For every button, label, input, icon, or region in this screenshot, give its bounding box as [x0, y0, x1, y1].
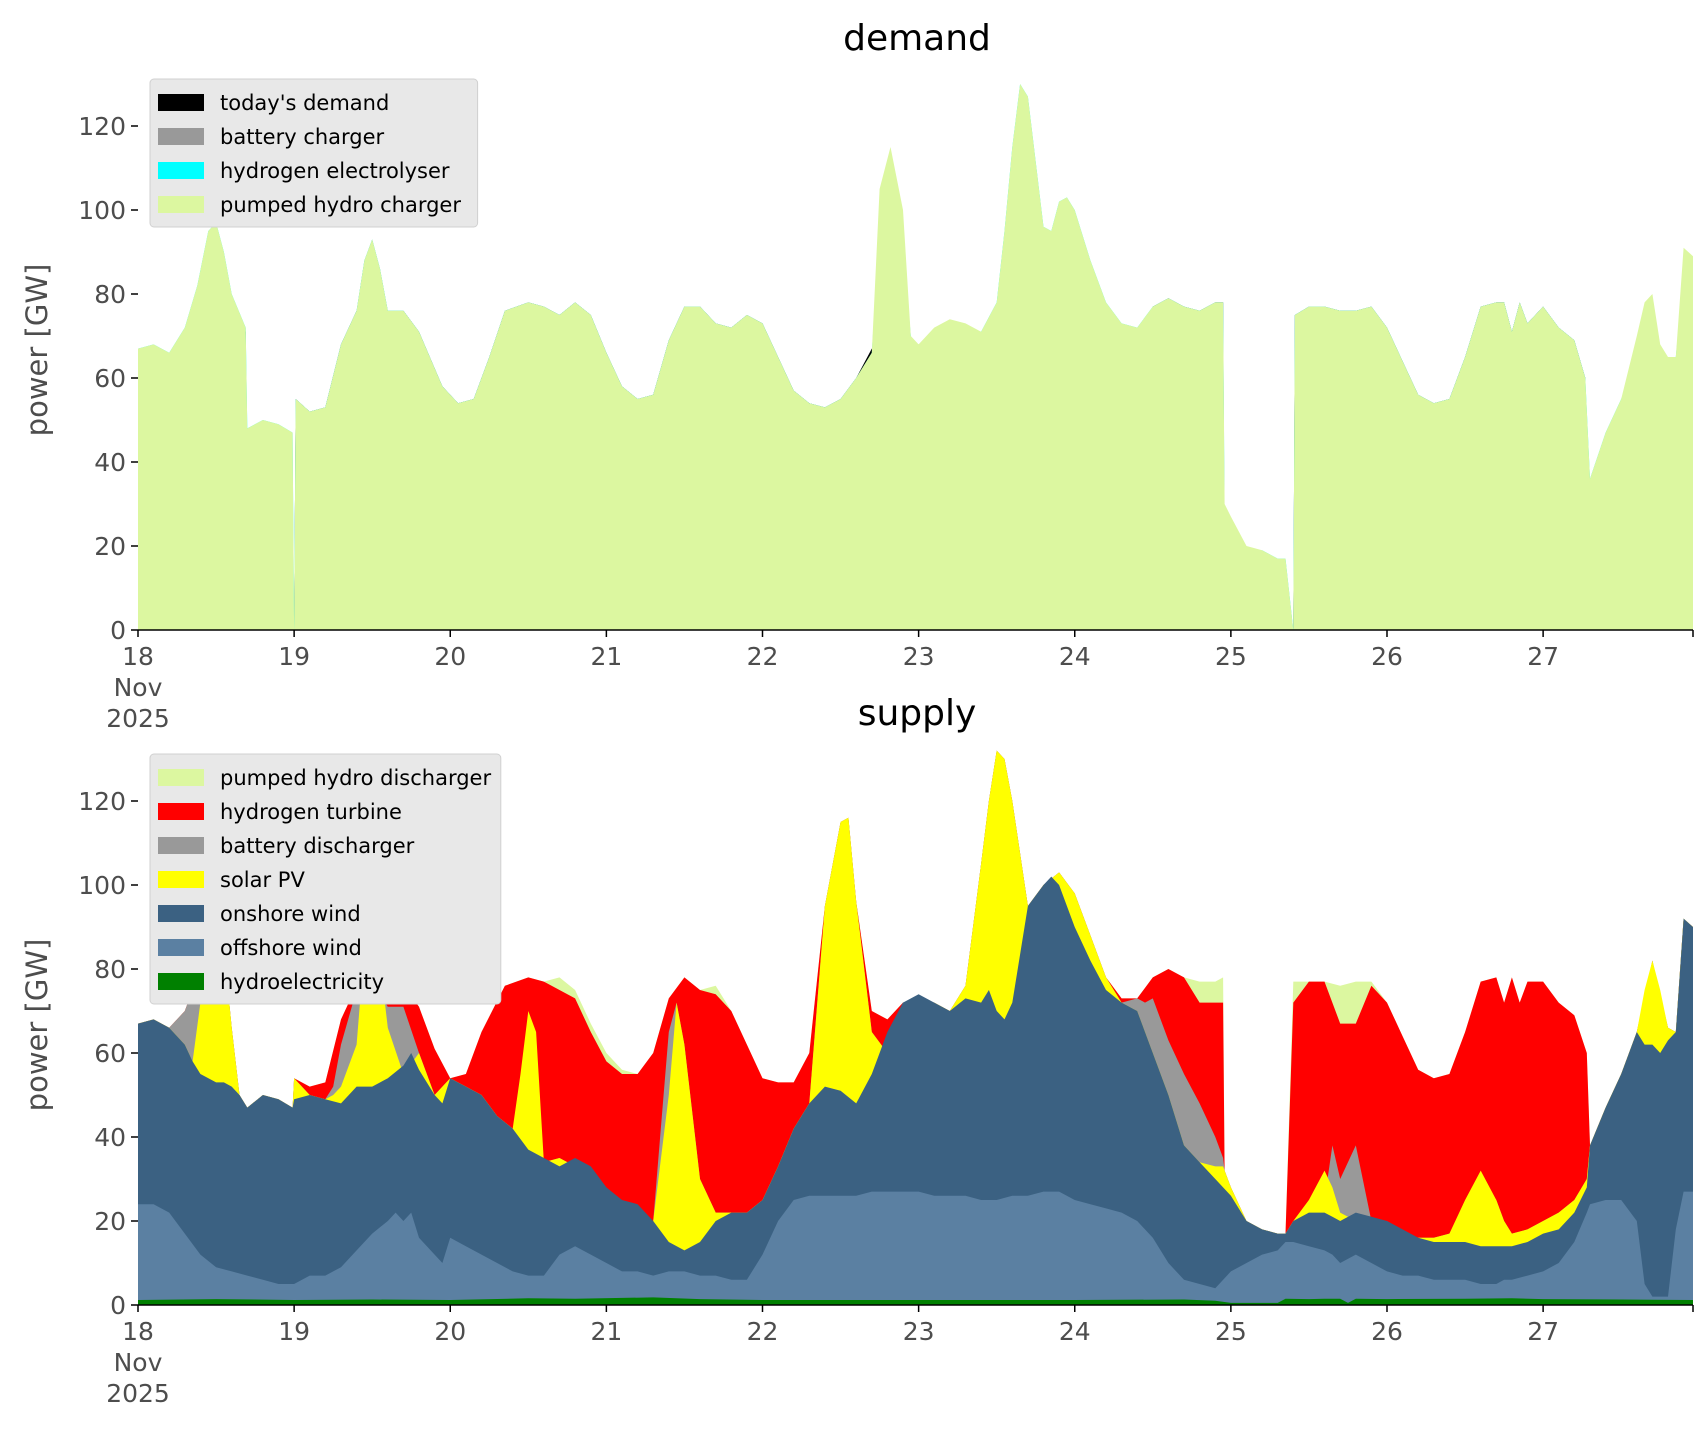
demand-legend-label-hydrogen-electrolyser: hydrogen electrolyser [220, 159, 450, 183]
supply-legend-swatch-pumped-hydro-discharger [158, 769, 204, 786]
supply-x-tick-label: 22 [747, 1317, 779, 1346]
supply-legend-label-hydrogen-turbine: hydrogen turbine [220, 800, 402, 824]
supply-y-axis-label: power [GW] [20, 939, 54, 1112]
demand-y-tick-label: 40 [94, 448, 126, 477]
supply-legend-label-pumped-hydro-discharger: pumped hydro discharger [220, 766, 491, 790]
demand-x-tick-label: 20 [434, 642, 466, 671]
supply-chart-title: supply [858, 693, 977, 734]
supply-y-tick-label: 120 [78, 787, 126, 816]
supply-legend-swatch-onshore-wind [158, 905, 204, 922]
demand-x-tick-label: 18 Nov 2025 [106, 642, 170, 733]
demand-panel: demand 18 Nov 2025 19 20 21 22 23 24 25 26 27 0 20 40 6… [20, 18, 1694, 733]
demand-legend-box [149, 78, 479, 228]
demand-x-tick-label: 24 [1059, 642, 1091, 671]
supply-x-tick-label: 25 [1215, 1317, 1247, 1346]
supply-y-tick-label: 20 [94, 1207, 126, 1236]
supply-legend-box [149, 753, 502, 1005]
demand-chart-title: demand [843, 18, 991, 59]
supply-legend-label-battery-discharger: battery discharger [220, 834, 415, 858]
supply-panel: supply 18 Nov 2025 19 20 21 22 23 24 25 26 27 0 20 40 6… [20, 693, 1694, 1408]
demand-x-tick-label: 23 [903, 642, 935, 671]
supply-legend-swatch-hydroelectricity [158, 973, 204, 990]
supply-y-tick-label: 80 [94, 955, 126, 984]
demand-y-axis-label: power [GW] [20, 264, 54, 437]
demand-legend-label-battery-charger: battery charger [220, 125, 385, 149]
demand-legend-swatch-hydrogen-electrolyser [158, 162, 204, 179]
demand-y-tick-label: 20 [94, 532, 126, 561]
supply-legend: pumped hydro discharger hydrogen turbine b… [149, 753, 502, 1005]
supply-legend-label-offshore-wind: offshore wind [220, 936, 362, 960]
supply-x-tick-label: 23 [903, 1317, 935, 1346]
demand-legend-swatch-battery-charger [158, 128, 204, 145]
supply-areas [138, 750, 1693, 1305]
supply-legend-swatch-battery-discharger [158, 837, 204, 854]
supply-legend-swatch-hydrogen-turbine [158, 803, 204, 820]
demand-legend-label-today-s-demand: today's demand [220, 91, 389, 115]
supply-x-tick-label: 27 [1527, 1317, 1559, 1346]
demand-legend-label-pumped-hydro-charger: pumped hydro charger [220, 193, 461, 217]
supply-y-tick-label: 100 [78, 871, 126, 900]
supply-x-tick-label: 20 [434, 1317, 466, 1346]
supply-y-tick-label: 60 [94, 1039, 126, 1068]
demand-x-tick-label: 22 [747, 642, 779, 671]
demand-area-pumped-hydro-charger [138, 84, 1693, 630]
demand-legend-swatch-today-s-demand [158, 94, 204, 111]
supply-x-tick-label: 24 [1059, 1317, 1091, 1346]
supply-area-onshore-wind [138, 876, 1693, 1305]
demand-axes: 18 Nov 2025 19 20 21 22 23 24 25 26 27 0 20 40 60 80 100 1… [78, 112, 1694, 733]
supply-legend-swatch-solar-pv [158, 871, 204, 888]
supply-area-offshore-wind [138, 1191, 1693, 1305]
supply-y-tick-label: 0 [110, 1291, 126, 1320]
supply-y-tick-label: 40 [94, 1123, 126, 1152]
supply-x-tick-label: 19 [278, 1317, 310, 1346]
demand-y-tick-label: 60 [94, 364, 126, 393]
demand-x-tick-label: 19 [278, 642, 310, 671]
demand-y-tick-label: 120 [78, 112, 126, 141]
supply-legend-swatch-offshore-wind [158, 939, 204, 956]
demand-x-tick-label: 21 [590, 642, 622, 671]
demand-x-tick-label: 27 [1527, 642, 1559, 671]
supply-legend-label-hydroelectricity: hydroelectricity [220, 970, 384, 994]
supply-x-tick-label: 26 [1371, 1317, 1403, 1346]
demand-x-tick-label: 26 [1371, 642, 1403, 671]
supply-area-hydroelectricity [138, 1297, 1693, 1305]
supply-legend-label-solar-pv: solar PV [220, 868, 305, 892]
demand-areas [138, 84, 1693, 630]
demand-y-tick-label: 100 [78, 196, 126, 225]
demand-y-tick-label: 0 [110, 616, 126, 645]
demand-x-tick-label: 25 [1215, 642, 1247, 671]
demand-y-tick-label: 80 [94, 280, 126, 309]
demand-legend: today's demand battery charger hydrogen el… [149, 78, 479, 228]
supply-axes: 18 Nov 2025 19 20 21 22 23 24 25 26 27 0 20 40 60 80 100 1… [78, 787, 1694, 1408]
supply-legend-label-onshore-wind: onshore wind [220, 902, 361, 926]
supply-x-tick-label: 21 [590, 1317, 622, 1346]
demand-legend-swatch-pumped-hydro-charger [158, 196, 204, 213]
supply-x-tick-label: 18 Nov 2025 [106, 1317, 170, 1408]
